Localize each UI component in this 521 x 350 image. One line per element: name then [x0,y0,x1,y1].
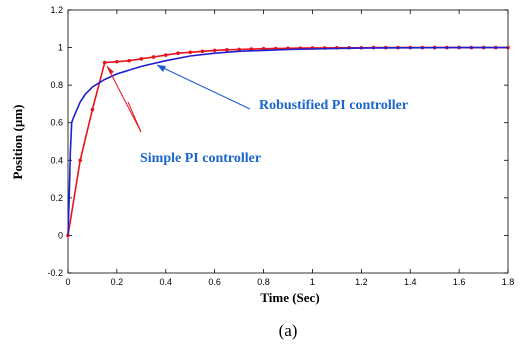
simple-arrow-line-1 [106,65,142,133]
simple-pi-controller-point-0 [66,233,70,238]
x-tick-label-5: 1 [310,277,315,287]
x-tick-label-0: 0 [65,277,70,287]
robustified-pi-controller-line [67,46,508,236]
plot-frame [67,9,509,274]
simple-pi-controller-point-2 [90,107,95,112]
y-tick-label-5: 0.8 [50,80,63,90]
y-axis-label: Position (µm) [10,104,25,179]
x-tick-label-4: 0.8 [257,277,270,287]
x-tick-label-8: 1.6 [453,277,466,287]
annotations: Robustified PI controller Simple PI cont… [106,64,408,166]
simple-pi-controller-point-3 [102,60,107,65]
simple-pi-controller-point-6 [139,57,144,61]
y-tick-label-3: 0.4 [50,155,63,165]
simple-pi-controller-point-7 [151,55,156,59]
simple-pi-controller-point-5 [127,58,131,63]
simple-pi-controller-point-9 [176,51,180,56]
axis-ticks: 0 0.2 0.4 0.6 0.8 1 1.2 1.4 1.6 1.8-0.200.20.40.6… [47,5,514,287]
x-tick-label-6: 1.2 [355,277,368,287]
simple-pi-controller-point-11 [200,49,205,54]
simple-pi-controller-point-4 [115,59,119,64]
simple-pi-controller-point-10 [188,50,193,55]
y-tick-label-7: 1.2 [50,5,63,15]
simple-arrow-line-2 [127,101,142,133]
y-tick-label-1: 0 [58,230,63,240]
x-tick-label-7: 1.4 [404,277,417,287]
y-tick-label-4: 0.6 [50,118,63,128]
series-lines [66,45,510,238]
simple-arrow-head-1 [107,66,114,74]
figure-caption: (a) [279,321,298,340]
x-tick-label-1: 0.2 [111,277,124,287]
robustified-arrow-line [156,64,251,110]
x-tick-label-9: 1.8 [502,277,515,287]
robustified-label: Robustified PI controller [259,98,408,113]
simple-pi-controller-point-8 [163,53,168,57]
robustified-arrow-head [157,65,166,72]
simple-pi-controller-point-12 [212,48,217,53]
simple-pi-controller-point-15 [249,47,254,51]
simple-pi-controller-point-1 [78,158,83,163]
x-tick-label-2: 0.4 [160,277,173,287]
y-tick-label-2: 0.2 [50,193,63,203]
simple-pi-controller-point-13 [225,48,229,52]
x-axis-label: Time (Sec) [260,290,319,305]
y-tick-label-0: -0.2 [47,268,63,278]
simple-pi-controller-line [67,46,508,236]
simple-pi-controller-point-14 [237,47,241,52]
y-tick-label-6: 1 [58,43,63,53]
plot-area-border [67,9,509,274]
simple-label: Simple PI controller [140,151,261,166]
x-tick-label-3: 0.6 [208,277,221,287]
